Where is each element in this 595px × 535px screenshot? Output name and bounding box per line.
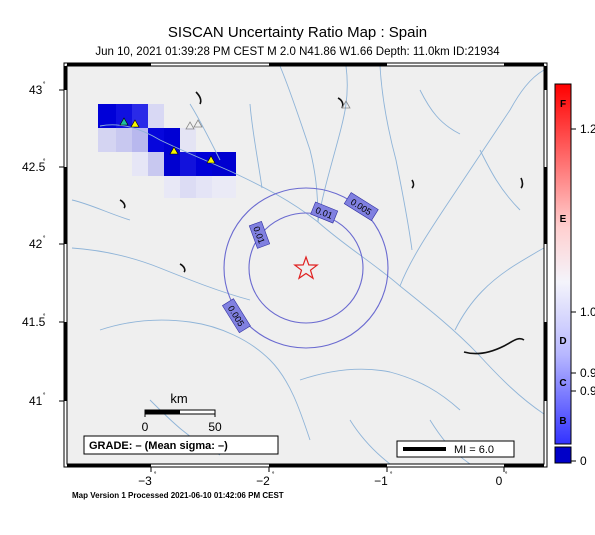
station-icon xyxy=(185,121,195,130)
grade-text: GRADE: – (Mean sigma: –) xyxy=(89,440,228,452)
station-icon xyxy=(119,117,129,126)
colorbar-value: 0.9 xyxy=(580,366,595,380)
lat-tick-label: 42 xyxy=(29,237,43,251)
lon-tick-label: −3 xyxy=(138,474,152,488)
longitude-axis: −3 −2 −1 0 ˚ ˚ ˚ ˚ xyxy=(138,471,508,488)
scale-min-label: 0 xyxy=(142,420,149,434)
processing-footer: Map Version 1 Processed 2021-06-10 01:42… xyxy=(72,491,284,500)
station-icon xyxy=(130,119,140,128)
colorbar-letter: B xyxy=(559,416,566,427)
uncertainty-grid xyxy=(98,104,236,198)
degree-mark: ˚ xyxy=(154,471,157,480)
colorbar-letter: F xyxy=(560,99,566,110)
degree-mark: ˚ xyxy=(43,235,46,244)
degree-mark: ˚ xyxy=(43,392,46,401)
colorbar-value: 0 xyxy=(580,454,587,468)
colorbar-letter: D xyxy=(559,336,566,347)
colorbar-low-swatch xyxy=(554,446,572,464)
scale-bar: km 0 50 xyxy=(142,391,222,434)
colorbar-value: 1.2 xyxy=(580,122,595,136)
map-title: SISCAN Uncertainty Ratio Map : Spain xyxy=(167,24,428,41)
scale-max-label: 50 xyxy=(208,420,222,434)
degree-mark: ˚ xyxy=(43,81,46,90)
epicenter-star-icon xyxy=(293,255,319,280)
colorbar: F E D C B 1.2 1.0 0.9 0.9 0 xyxy=(554,83,595,468)
lon-tick-label: −2 xyxy=(256,474,270,488)
lat-tick-label: 41.5 xyxy=(22,315,46,329)
rivers xyxy=(71,66,544,464)
station-icon xyxy=(206,155,216,164)
scale-unit: km xyxy=(170,391,187,406)
map-frame xyxy=(59,62,548,472)
station-icon xyxy=(169,146,179,155)
degree-mark: ˚ xyxy=(505,471,508,480)
lat-tick-label: 43 xyxy=(29,83,43,97)
colorbar-letter: C xyxy=(559,378,566,389)
degree-mark: ˚ xyxy=(43,313,46,322)
lon-tick-label: 0 xyxy=(496,474,503,488)
station-markers xyxy=(119,100,351,164)
degree-mark: ˚ xyxy=(272,471,275,480)
colorbar-value: 0.9 xyxy=(580,384,595,398)
latitude-axis: 43 42.5 42 41.5 41 ˚ ˚ ˚ ˚ ˚ xyxy=(22,81,46,408)
uncertainty-contours xyxy=(223,187,389,349)
lon-tick-label: −1 xyxy=(374,474,388,488)
lat-tick-label: 41 xyxy=(29,394,43,408)
station-icon xyxy=(341,100,351,109)
grade-box: GRADE: – (Mean sigma: –) xyxy=(83,435,279,455)
event-subtitle: Jun 10, 2021 01:39:28 PM CEST M 2.0 N41.… xyxy=(95,46,500,58)
colorbar-value: 1.0 xyxy=(580,305,595,319)
station-icon xyxy=(193,119,203,128)
degree-mark: ˚ xyxy=(390,471,393,480)
degree-mark: ˚ xyxy=(43,158,46,167)
reservoirs xyxy=(119,91,525,355)
colorbar-letter: E xyxy=(560,214,567,225)
lat-tick-label: 42.5 xyxy=(22,160,46,174)
mi-legend-text: MI = 6.0 xyxy=(454,444,494,456)
mi-legend: MI = 6.0 xyxy=(396,440,515,458)
